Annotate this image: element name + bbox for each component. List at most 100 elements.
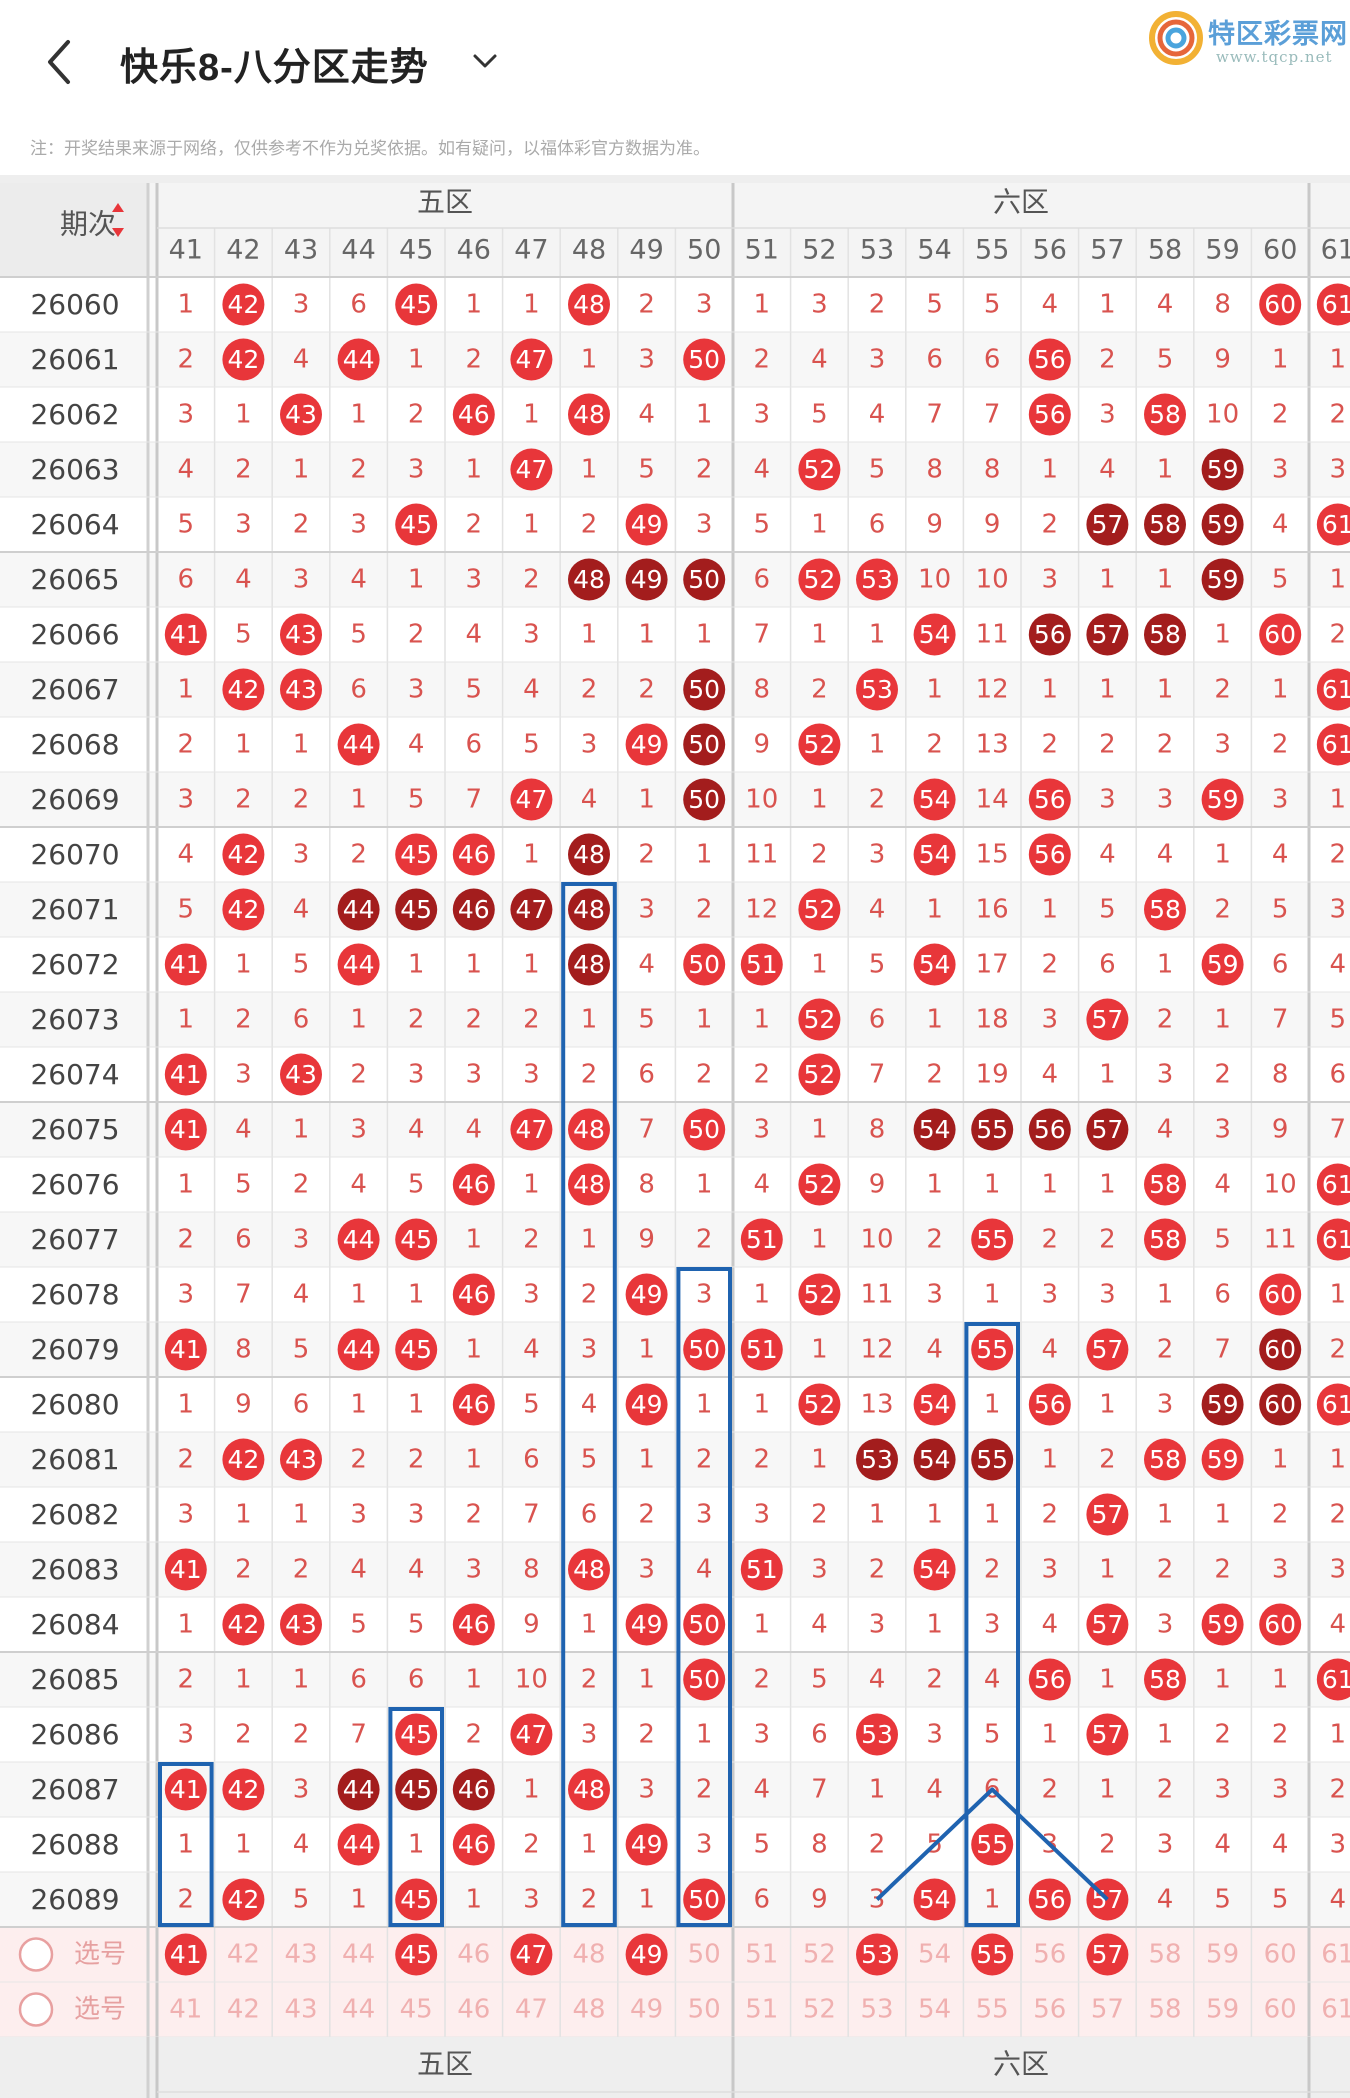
selected-ball[interactable] [510,1933,553,1976]
select-label[interactable]: 选号 [74,1995,126,2025]
select-number[interactable]: 51 [745,1940,778,1970]
select-number[interactable]: 50 [688,1940,721,1970]
ball-number: 47 [515,895,547,924]
miss-count: 3 [984,1610,1001,1640]
ball-number: 58 [1149,895,1181,924]
ball-number[interactable]: 41 [170,1940,202,1969]
miss-count: 4 [350,1170,367,1200]
sort-up-icon[interactable] [112,203,124,212]
select-number[interactable]: 42 [227,1940,260,1970]
miss-count: 5 [1272,1885,1289,1915]
ball-number: 50 [688,1885,720,1914]
miss-count: 1 [466,1445,483,1475]
ball-number: 45 [400,840,432,869]
select-number[interactable]: 60 [1264,1940,1297,1970]
select-number[interactable]: 43 [284,1995,317,2025]
drawn-ball [1201,558,1244,601]
select-label[interactable]: 选号 [74,1940,126,1970]
select-number[interactable]: 61 [1321,1995,1350,2025]
miss-count: 2 [1330,1335,1347,1365]
miss-count: 3 [869,345,886,375]
miss-count: 1 [984,1170,1001,1200]
sort-down-icon[interactable] [112,228,124,237]
select-number[interactable]: 61 [1321,1940,1350,1970]
miss-count: 3 [696,290,713,320]
select-number[interactable]: 60 [1264,1995,1297,2025]
select-number[interactable]: 44 [342,1940,375,1970]
ball-number: 59 [1207,1445,1239,1474]
drawn-ball [798,998,841,1041]
select-number[interactable]: 54 [918,1995,951,2025]
selected-ball[interactable] [395,1933,438,1976]
ball-number: 46 [458,1390,490,1419]
select-number[interactable]: 49 [630,1995,663,2025]
drawn-ball [625,558,668,601]
select-number[interactable]: 55 [976,1995,1009,2025]
select-number[interactable]: 44 [342,1995,375,2025]
select-number[interactable]: 59 [1206,1940,1239,1970]
ball-number[interactable]: 55 [976,1940,1008,1969]
miss-count: 3 [1330,455,1347,485]
back-arrow-icon[interactable] [40,34,80,90]
selected-ball[interactable] [856,1933,898,1976]
select-number[interactable]: 42 [227,1995,260,2025]
miss-count: 1 [1157,675,1174,705]
chevron-down-icon[interactable] [470,46,500,76]
drawn-ball [1316,1658,1350,1701]
ball-number: 54 [919,1390,951,1419]
ball-number[interactable]: 57 [1091,1940,1123,1969]
ball-number[interactable]: 53 [861,1940,893,1969]
drawn-ball [1086,1713,1129,1756]
select-radio[interactable] [18,1992,54,2027]
selected-ball[interactable] [164,1933,207,1976]
miss-count: 10 [1264,1170,1297,1200]
drawn-ball [798,1163,841,1206]
ball-number[interactable]: 47 [515,1940,547,1969]
select-number[interactable]: 58 [1148,1995,1181,2025]
select-number[interactable]: 52 [803,1995,836,2025]
miss-count: 2 [350,1445,367,1475]
select-number[interactable]: 51 [745,1995,778,2025]
select-number[interactable]: 50 [688,1995,721,2025]
select-number[interactable]: 45 [400,1995,433,2025]
select-number[interactable]: 59 [1206,1995,1239,2025]
miss-count: 1 [350,1390,367,1420]
drawn-ball [971,1823,1014,1866]
miss-count: 5 [178,510,195,540]
ball-number[interactable]: 49 [631,1940,663,1969]
select-number[interactable]: 48 [572,1995,605,2025]
select-number[interactable]: 48 [572,1940,605,1970]
miss-count: 4 [466,1115,483,1145]
selected-ball[interactable] [1086,1933,1129,1976]
select-number[interactable]: 56 [1033,1995,1066,2025]
miss-count: 2 [1042,1500,1059,1530]
select-number[interactable]: 57 [1091,1995,1124,2025]
miss-count: 10 [918,565,951,595]
select-number[interactable]: 47 [515,1995,548,2025]
miss-count: 2 [638,1500,655,1530]
period-header[interactable]: 期次 [60,208,116,241]
selected-ball[interactable] [625,1933,668,1976]
select-number[interactable]: 46 [457,1995,490,2025]
miss-count: 1 [523,1170,540,1200]
selected-ball[interactable] [971,1933,1014,1976]
select-number[interactable]: 54 [918,1940,951,1970]
miss-count: 2 [754,345,771,375]
select-radio[interactable] [18,1937,54,1972]
select-number[interactable]: 46 [457,1940,490,1970]
ball-number: 44 [343,345,375,374]
drawn-ball [222,833,265,876]
miss-count: 6 [926,345,943,375]
ball-number: 46 [458,1610,490,1639]
select-number[interactable]: 56 [1033,1940,1066,1970]
miss-count: 2 [466,1720,483,1750]
ball-number: 44 [343,895,375,924]
select-number[interactable]: 41 [169,1995,202,2025]
select-number[interactable]: 43 [284,1940,317,1970]
ball-number[interactable]: 45 [400,1940,432,1969]
select-number[interactable]: 52 [803,1940,836,1970]
miss-count: 4 [754,455,771,485]
page-title[interactable]: 快乐8-八分区走势 [120,47,429,89]
select-number[interactable]: 58 [1148,1940,1181,1970]
select-number[interactable]: 53 [860,1995,893,2025]
